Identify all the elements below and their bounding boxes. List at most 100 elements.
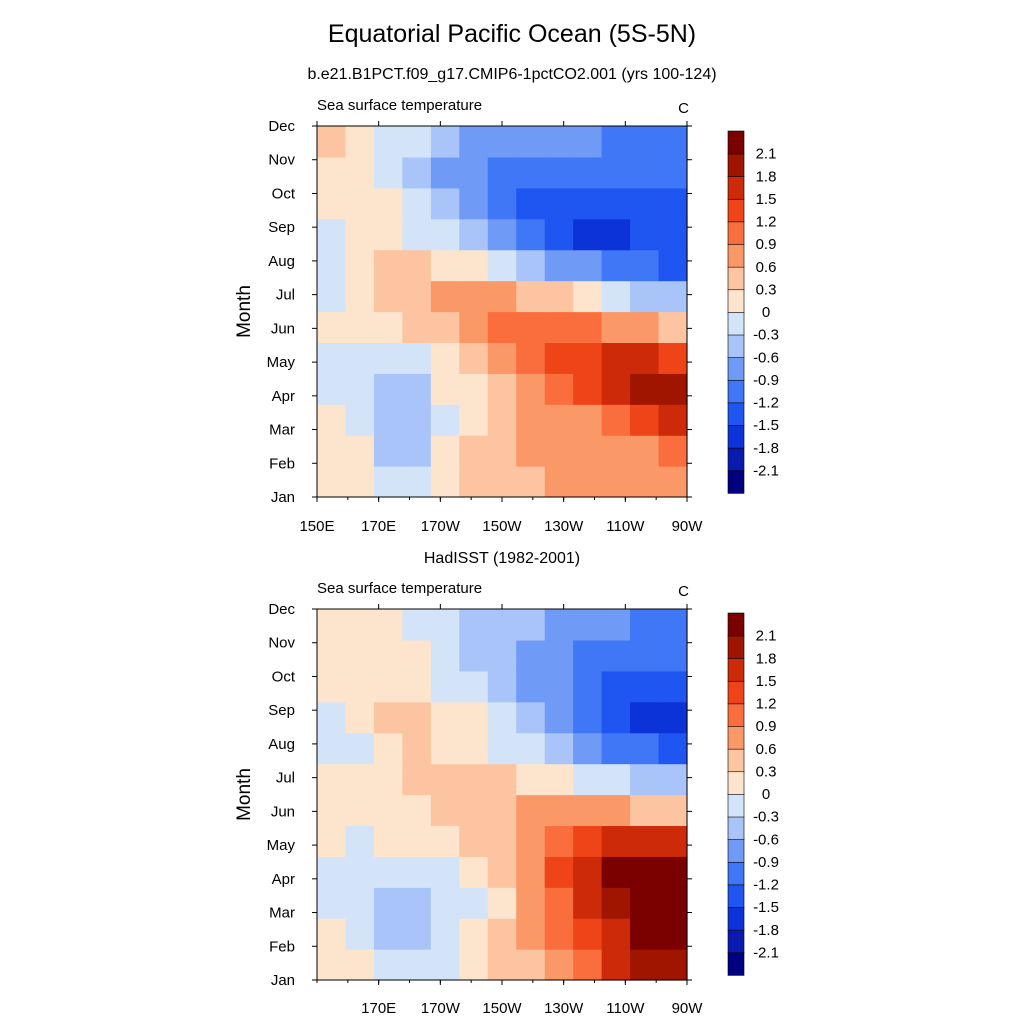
heatmap-cell bbox=[658, 156, 688, 189]
heatmap-cell bbox=[658, 609, 688, 641]
colorbar-swatch bbox=[727, 816, 745, 840]
heatmap-cell bbox=[373, 856, 403, 888]
heatmap-cell bbox=[345, 639, 375, 672]
heatmap-cell bbox=[430, 949, 460, 981]
x-tick-label: 130W bbox=[544, 1000, 584, 1017]
heatmap-cell bbox=[317, 949, 347, 981]
heatmap-cell bbox=[658, 949, 688, 981]
x-tick-label: 110W bbox=[606, 518, 645, 535]
heatmap-cell bbox=[601, 218, 631, 251]
colorbar-label: 1.8 bbox=[756, 650, 777, 667]
heatmap-cell bbox=[459, 949, 489, 981]
heatmap-cell bbox=[630, 373, 660, 405]
heatmap-cell bbox=[345, 887, 375, 919]
heatmap-cell bbox=[601, 670, 631, 703]
heatmap-cell bbox=[601, 311, 631, 344]
y-tick-label: Jul bbox=[276, 287, 295, 304]
units-label: C bbox=[678, 100, 689, 117]
heatmap-cell bbox=[373, 342, 403, 374]
colorbar-swatch bbox=[727, 402, 745, 426]
heatmap-cell bbox=[345, 126, 375, 158]
heatmap-cell bbox=[373, 639, 403, 672]
heatmap-cell bbox=[573, 126, 603, 158]
heatmap-cell bbox=[630, 639, 660, 672]
heatmap-cell bbox=[601, 732, 631, 765]
heatmap-cell bbox=[658, 825, 688, 857]
heatmap-cell bbox=[487, 187, 517, 220]
colorbar-swatch bbox=[727, 153, 745, 177]
heatmap-cell bbox=[430, 918, 460, 950]
heatmap-cell bbox=[544, 280, 574, 313]
colorbar-swatch bbox=[727, 266, 745, 291]
colorbar-label: -2.1 bbox=[753, 462, 779, 479]
heatmap-cell bbox=[430, 249, 460, 282]
heatmap-cell bbox=[487, 126, 517, 158]
heatmap-cell bbox=[402, 609, 432, 641]
y-tick-label: May bbox=[267, 354, 296, 371]
heatmap-cell bbox=[402, 639, 432, 672]
colorbar-swatch bbox=[727, 748, 745, 773]
heatmap-cell bbox=[317, 701, 347, 734]
y-axis-title: Month bbox=[234, 285, 255, 338]
heatmap-cell bbox=[516, 280, 546, 313]
heatmap-cell bbox=[373, 763, 403, 796]
heatmap-cell bbox=[345, 856, 375, 888]
x-tick-label: 110W bbox=[606, 1000, 645, 1017]
heatmap-cell bbox=[630, 918, 660, 950]
heatmap-cell bbox=[573, 187, 603, 220]
heatmap-cell bbox=[345, 732, 375, 765]
heatmap-cell bbox=[601, 856, 631, 888]
y-tick-label: Aug bbox=[268, 253, 295, 270]
heatmap-cell bbox=[345, 187, 375, 220]
colorbar-swatch bbox=[727, 703, 745, 727]
heatmap-cell bbox=[658, 126, 688, 158]
heatmap-cell bbox=[317, 918, 347, 950]
top-panel-title: b.e21.B1PCT.f09_g17.CMIP6-1pctCO2.001 (y… bbox=[307, 66, 717, 83]
y-tick-label: Aug bbox=[268, 736, 295, 753]
heatmap-cell bbox=[573, 342, 603, 374]
heatmap-cell bbox=[345, 949, 375, 981]
heatmap-cell bbox=[459, 918, 489, 950]
heatmap-cell bbox=[459, 280, 489, 313]
heatmap-cell bbox=[317, 373, 347, 405]
heatmap-cell bbox=[544, 887, 574, 919]
heatmap-cell bbox=[459, 763, 489, 796]
heatmap-cell bbox=[544, 763, 574, 796]
y-tick-label: Oct bbox=[272, 185, 296, 202]
heatmap-cell bbox=[544, 918, 574, 950]
y-tick-label: Mar bbox=[269, 905, 295, 922]
heatmap-cell bbox=[658, 701, 688, 734]
heatmap-cell bbox=[487, 918, 517, 950]
x-tick-label: 90W bbox=[672, 518, 704, 535]
heatmap-cell bbox=[317, 435, 347, 467]
heatmap-cell bbox=[402, 466, 432, 498]
y-tick-label: Sep bbox=[268, 219, 295, 236]
colorbar-label: 1.5 bbox=[756, 191, 777, 208]
heatmap-cell bbox=[487, 373, 517, 405]
x-tick-label: 150E bbox=[299, 518, 334, 535]
heatmap-cell bbox=[658, 435, 688, 467]
heatmap-cell bbox=[373, 794, 403, 827]
heatmap-cell bbox=[601, 126, 631, 158]
heatmap-cell bbox=[573, 435, 603, 467]
heatmap-cell bbox=[459, 701, 489, 734]
heatmap-cell bbox=[516, 218, 546, 251]
heatmap-cell bbox=[601, 373, 631, 405]
heatmap-cell bbox=[430, 825, 460, 857]
heatmap-cell bbox=[402, 404, 432, 436]
x-tick-label: 170W bbox=[421, 518, 461, 535]
y-axis-title: Month bbox=[234, 768, 255, 821]
colorbar-label: -0.3 bbox=[753, 327, 779, 344]
heatmap-cell bbox=[459, 311, 489, 344]
heatmap-cell bbox=[430, 187, 460, 220]
heatmap-cell bbox=[430, 732, 460, 765]
colorbar-label: 0.6 bbox=[756, 259, 777, 276]
colorbar-label: -1.5 bbox=[753, 417, 779, 434]
colorbar-swatch bbox=[727, 198, 745, 223]
colorbar-swatch bbox=[727, 130, 745, 155]
heatmap-cell bbox=[601, 466, 631, 498]
heatmap-cell bbox=[544, 404, 574, 436]
heatmap-cell bbox=[601, 794, 631, 827]
colorbar-swatch bbox=[727, 793, 745, 818]
heatmap-cell bbox=[317, 670, 347, 703]
